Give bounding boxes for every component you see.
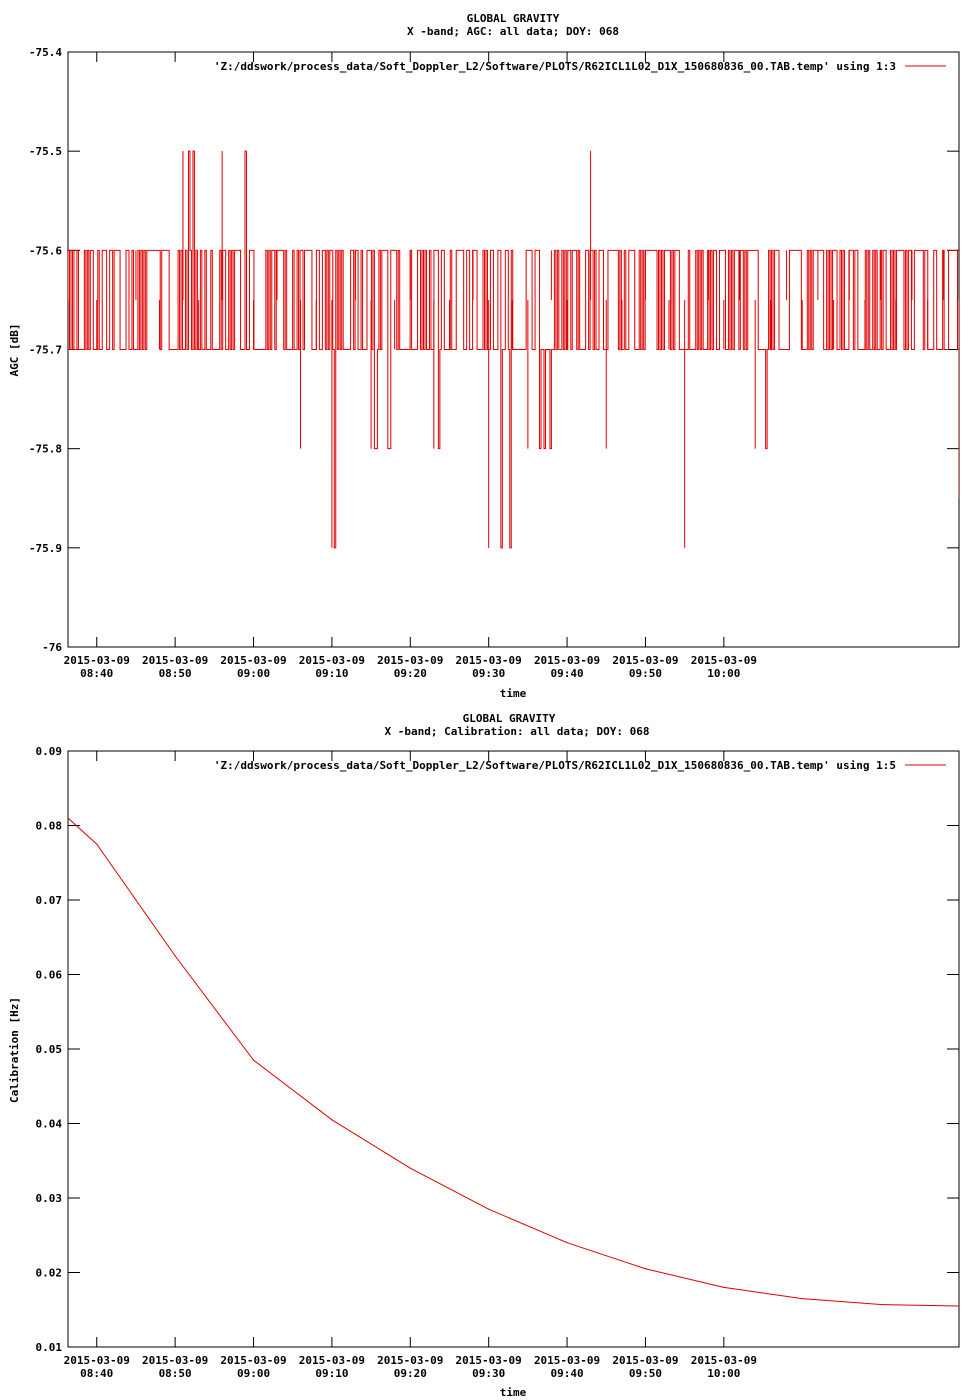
x-tick-time: 09:50 bbox=[629, 667, 662, 680]
y-tick-label: -75.9 bbox=[29, 542, 62, 555]
legend-label: 'Z:/ddswork/process_data/Soft_Doppler_L2… bbox=[214, 60, 896, 73]
y-tick-label: -76 bbox=[42, 641, 62, 654]
y-tick-label: 0.03 bbox=[36, 1192, 63, 1205]
x-tick-date: 2015-03-09 bbox=[64, 654, 130, 667]
y-tick-label: -75.6 bbox=[29, 244, 62, 257]
x-tick-time: 09:00 bbox=[237, 667, 270, 680]
x-tick-time: 09:30 bbox=[472, 1367, 505, 1380]
data-point bbox=[68, 817, 69, 819]
tick-labels: 0.090.080.070.060.050.040.030.020.012015… bbox=[36, 745, 757, 1380]
x-tick-time: 08:50 bbox=[159, 1367, 192, 1380]
y-tick-label: 0.08 bbox=[36, 820, 63, 833]
y-tick-label: -75.5 bbox=[29, 145, 62, 158]
data-point bbox=[96, 843, 98, 845]
x-tick-date: 2015-03-09 bbox=[534, 654, 600, 667]
chart-title: GLOBAL GRAVITY bbox=[467, 12, 560, 25]
x-tick-time: 09:50 bbox=[629, 1367, 662, 1380]
y-axis-label: AGC [dB] bbox=[8, 324, 21, 377]
data-point bbox=[252, 1059, 255, 1061]
y-tick-label: 0.01 bbox=[36, 1341, 63, 1354]
x-tick-date: 2015-03-09 bbox=[220, 1354, 286, 1367]
y-tick-label: 0.09 bbox=[36, 745, 63, 758]
legend-label: 'Z:/ddswork/process_data/Soft_Doppler_L2… bbox=[214, 759, 896, 772]
tick-marks bbox=[68, 51, 959, 648]
y-tick-label: 0.05 bbox=[36, 1043, 63, 1056]
x-tick-date: 2015-03-09 bbox=[220, 654, 286, 667]
x-tick-date: 2015-03-09 bbox=[377, 654, 443, 667]
data-point bbox=[331, 1119, 333, 1121]
y-tick-label: 0.07 bbox=[36, 894, 63, 907]
x-tick-date: 2015-03-09 bbox=[142, 654, 208, 667]
data-point bbox=[958, 1305, 959, 1307]
x-tick-time: 08:40 bbox=[80, 667, 113, 680]
calibration-chart: GLOBAL GRAVITY X -band; Calibration: all… bbox=[8, 712, 960, 1399]
data-point bbox=[174, 955, 176, 957]
x-tick-date: 2015-03-09 bbox=[299, 1354, 365, 1367]
x-tick-time: 08:50 bbox=[159, 667, 192, 680]
x-tick-time: 09:20 bbox=[394, 667, 427, 680]
y-tick-label: 0.02 bbox=[36, 1267, 63, 1280]
x-tick-time: 10:00 bbox=[707, 667, 740, 680]
series-group bbox=[68, 817, 959, 1307]
x-tick-date: 2015-03-09 bbox=[142, 1354, 208, 1367]
y-axis-label: Calibration [Hz] bbox=[8, 997, 21, 1103]
y-tick-label: -75.7 bbox=[29, 344, 62, 357]
data-point bbox=[723, 1286, 725, 1288]
y-tick-label: -75.8 bbox=[29, 443, 62, 456]
plot-frame bbox=[67, 750, 960, 1348]
x-tick-time: 09:10 bbox=[315, 667, 348, 680]
y-tick-label: -75.4 bbox=[29, 46, 62, 59]
x-tick-date: 2015-03-09 bbox=[456, 1354, 522, 1367]
x-tick-date: 2015-03-09 bbox=[377, 1354, 443, 1367]
x-axis-label: time bbox=[500, 687, 527, 700]
x-tick-time: 10:00 bbox=[707, 1367, 740, 1380]
data-point bbox=[488, 1208, 490, 1210]
chart-subtitle: X -band; Calibration: all data; DOY: 068 bbox=[385, 725, 650, 738]
y-tick-label: 0.04 bbox=[36, 1118, 63, 1131]
series-line bbox=[68, 150, 959, 549]
x-tick-time: 09:10 bbox=[315, 1367, 348, 1380]
data-point bbox=[880, 1303, 882, 1306]
x-tick-date: 2015-03-09 bbox=[456, 654, 522, 667]
tick-labels: -75.4-75.5-75.6-75.7-75.8-75.9-762015-03… bbox=[29, 46, 757, 680]
x-tick-date: 2015-03-09 bbox=[612, 654, 678, 667]
chart-subtitle: X -band; AGC: all data; DOY: 068 bbox=[407, 25, 619, 38]
x-tick-time: 09:40 bbox=[551, 1367, 584, 1380]
x-tick-time: 09:00 bbox=[237, 1367, 270, 1380]
tick-marks bbox=[68, 750, 959, 1348]
data-point bbox=[566, 1242, 568, 1244]
data-point bbox=[409, 1167, 411, 1169]
data-point bbox=[801, 1297, 803, 1300]
chart-title: GLOBAL GRAVITY bbox=[463, 712, 556, 725]
x-tick-date: 2015-03-09 bbox=[691, 654, 757, 667]
x-tick-date: 2015-03-09 bbox=[64, 1354, 130, 1367]
x-tick-date: 2015-03-09 bbox=[299, 654, 365, 667]
x-tick-date: 2015-03-09 bbox=[534, 1354, 600, 1367]
series-group bbox=[68, 150, 959, 549]
x-tick-time: 09:40 bbox=[551, 667, 584, 680]
x-tick-time: 09:30 bbox=[472, 667, 505, 680]
data-point bbox=[644, 1268, 647, 1270]
agc-chart: GLOBAL GRAVITY X -band; AGC: all data; D… bbox=[8, 12, 960, 700]
y-tick-label: 0.06 bbox=[36, 969, 63, 982]
x-axis-label: time bbox=[500, 1386, 527, 1399]
x-tick-date: 2015-03-09 bbox=[612, 1354, 678, 1367]
series-line bbox=[68, 817, 959, 1307]
x-tick-time: 09:20 bbox=[394, 1367, 427, 1380]
x-tick-time: 08:40 bbox=[80, 1367, 113, 1380]
x-tick-date: 2015-03-09 bbox=[691, 1354, 757, 1367]
